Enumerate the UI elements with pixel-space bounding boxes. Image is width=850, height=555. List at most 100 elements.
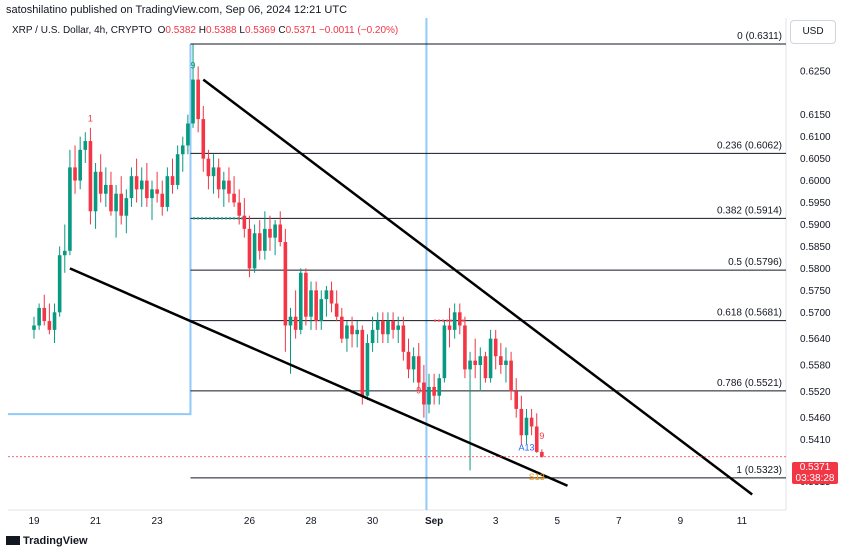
candle-body — [427, 386, 431, 405]
candle-body — [422, 382, 426, 405]
candle-body — [493, 338, 498, 357]
candle-body — [278, 224, 283, 243]
candle-body — [411, 356, 416, 370]
candle-body — [232, 193, 236, 203]
fib-level-label: 0.5 (0.5796) — [728, 257, 782, 268]
fib-level-label: 0.236 (0.6062) — [717, 140, 782, 151]
candle-body — [155, 189, 159, 194]
candle-body — [68, 167, 72, 251]
candle-body — [47, 321, 52, 330]
marker-1: 1 — [88, 113, 93, 123]
candle-body — [360, 329, 365, 396]
y-tick-label: 0.6000 — [800, 176, 831, 187]
x-tick-label: 21 — [90, 516, 102, 527]
fib-level-label: 0.382 (0.5914) — [717, 205, 782, 216]
candle-body — [375, 321, 380, 330]
candle-body — [273, 224, 277, 238]
candle-body — [288, 316, 293, 326]
tradingview-brand: TradingView — [23, 535, 88, 547]
candle-body — [391, 321, 395, 330]
candle-body — [83, 141, 88, 150]
x-tick-label: 26 — [244, 516, 256, 527]
candle-body — [483, 356, 488, 379]
candle-body — [509, 360, 513, 392]
candle-body — [324, 290, 329, 300]
candle-body — [257, 233, 262, 251]
candle-body — [134, 176, 139, 190]
candle-body — [191, 79, 195, 124]
candle-body — [304, 272, 308, 317]
y-tick-label: 0.5850 — [800, 242, 831, 253]
symbol-legend: XRP / U.S. Dollar, 4h, CRYPTO O0.5382 H0… — [12, 25, 398, 36]
candle-body — [345, 325, 349, 339]
y-tick-label: 0.6250 — [800, 66, 831, 77]
candle-body — [534, 426, 539, 452]
candle-body — [488, 338, 493, 379]
candle-body — [150, 189, 154, 199]
marker-s13: S13 — [529, 472, 545, 482]
y-tick-label: 0.5950 — [800, 198, 831, 209]
candle-countdown: 03:38:28 — [795, 473, 835, 484]
candle-body — [529, 417, 534, 427]
x-tick-label: 7 — [616, 516, 622, 527]
x-tick-label: 23 — [152, 516, 164, 527]
candle-body — [416, 356, 421, 383]
candle-body — [457, 312, 462, 326]
close-value: 0.5371 — [285, 25, 317, 36]
candle-body — [170, 176, 175, 185]
last-price-badge: 0.5371 03:38:28 — [792, 462, 838, 484]
open-label: O — [157, 25, 166, 36]
candle-body — [62, 250, 67, 256]
candle-body — [247, 228, 252, 269]
fib-level-label: 0 (0.6311) — [737, 31, 782, 42]
candle-body — [540, 451, 544, 457]
upper-trendline — [202, 78, 753, 496]
candle-body — [98, 171, 103, 194]
candle-body — [442, 325, 447, 379]
candle-body — [78, 149, 82, 181]
candle-body — [504, 360, 508, 365]
candle-body — [386, 321, 390, 335]
y-tick-label: 0.5750 — [800, 286, 831, 297]
open-value: 0.5382 — [165, 25, 196, 36]
candle-body — [57, 255, 62, 313]
candle-body — [432, 386, 436, 396]
y-tick-label: 0.5520 — [800, 387, 831, 398]
candle-body — [329, 290, 334, 304]
candle-body — [227, 180, 231, 194]
candle-body — [237, 202, 241, 216]
candle-body — [468, 360, 472, 370]
candle-body — [206, 158, 211, 177]
publisher-line: satoshilatino published on TradingView.c… — [6, 4, 348, 16]
candle-body — [186, 123, 190, 146]
candle-body — [401, 325, 406, 352]
y-tick-label: 0.5460 — [800, 413, 831, 424]
y-tick-label: 0.5900 — [800, 220, 831, 231]
candle-body — [37, 307, 41, 326]
change-value: −0.0011 (−0.20%) — [318, 25, 399, 36]
last-price-value: 0.5371 — [799, 462, 831, 473]
y-tick-label: 0.6100 — [800, 132, 831, 143]
candle-body — [519, 408, 524, 436]
candle-body — [242, 215, 247, 229]
candle-body — [334, 303, 339, 317]
candle-body — [32, 325, 36, 330]
candle-body — [473, 360, 477, 365]
candle-body — [139, 180, 144, 190]
x-tick-label: 28 — [305, 516, 317, 527]
x-tick-label: 9 — [678, 516, 684, 527]
x-tick-label: 30 — [367, 516, 379, 527]
candle-body — [145, 180, 149, 199]
candle-body — [437, 378, 442, 396]
y-tick-label: 0.5580 — [800, 360, 831, 371]
x-tick-label: 19 — [28, 516, 40, 527]
candle-body — [119, 193, 124, 216]
candle-body — [499, 356, 503, 365]
y-tick-label: 0.6150 — [800, 110, 831, 121]
candle-body — [268, 228, 272, 238]
candle-body — [283, 242, 288, 326]
candle-body — [73, 167, 77, 181]
currency-button[interactable]: USD — [790, 20, 836, 44]
candle-body — [293, 316, 298, 330]
